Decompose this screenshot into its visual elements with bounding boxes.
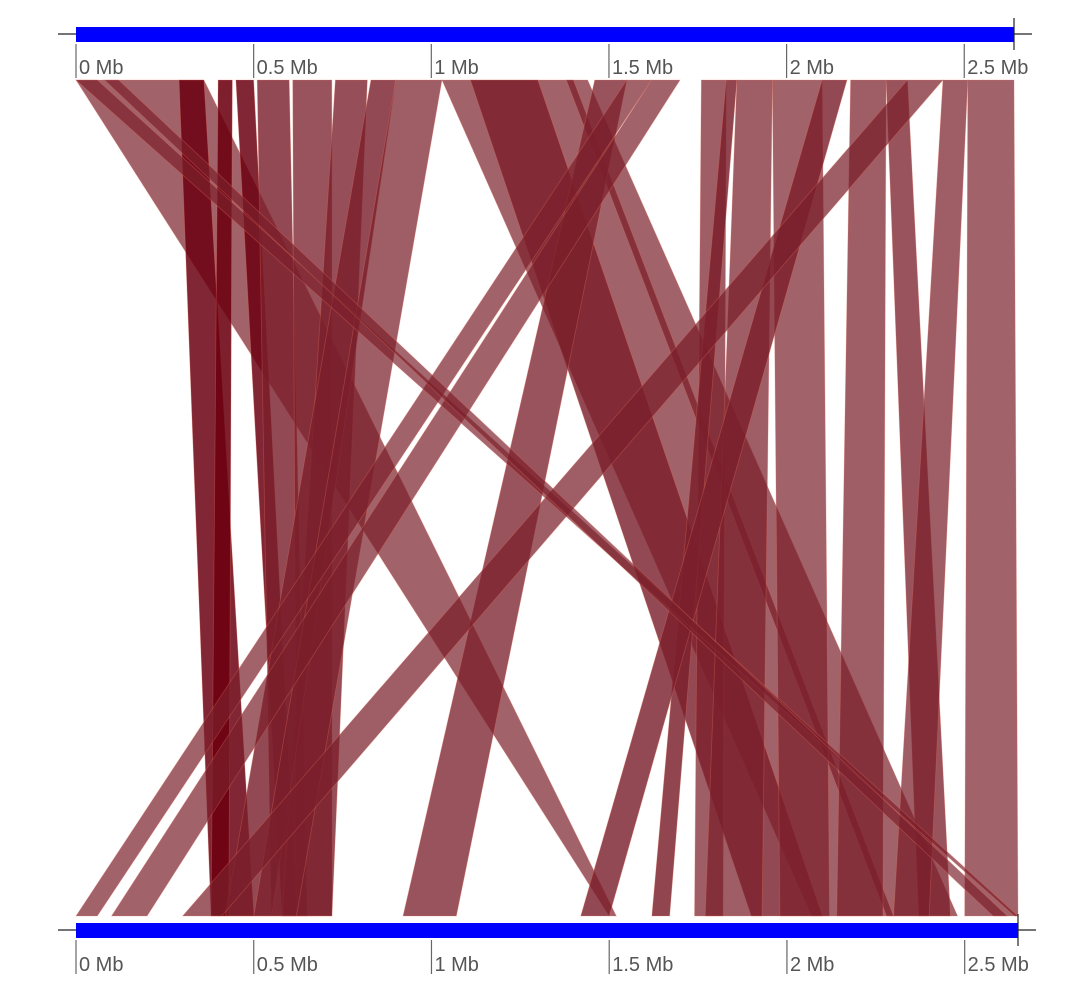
synteny-block-20	[836, 79, 887, 917]
top-ticks: 0 Mb 0.5 Mb 1 Mb 1.5 Mb 2 Mb 2.5 Mb	[75, 44, 1028, 79]
top-genome-axis: 0 Mb 0.5 Mb 1 Mb 1.5 Mb 2 Mb 2.5 Mb	[58, 18, 1032, 79]
top-genome-bar	[76, 27, 1014, 42]
top-tick-label-1: 0.5 Mb	[257, 57, 318, 79]
synteny-block-13	[75, 79, 653, 917]
bottom-tick-label-5: 2.5 Mb	[968, 954, 1029, 976]
bottom-tick-label-0: 0 Mb	[79, 954, 123, 976]
top-tick-label-2: 1 Mb	[434, 57, 478, 79]
bottom-tick-label-3: 1.5 Mb	[612, 954, 673, 976]
top-tick-label-4: 2 Mb	[790, 57, 834, 79]
bottom-genome-axis: 0 Mb 0.5 Mb 1 Mb 1.5 Mb 2 Mb 2.5 Mb	[58, 914, 1036, 976]
top-tick-label-5: 2.5 Mb	[967, 57, 1028, 79]
bottom-tick-label-2: 1 Mb	[434, 954, 478, 976]
synteny-block-26	[103, 79, 1009, 917]
synteny-ribbons	[74, 79, 1020, 917]
bottom-genome-bar	[76, 923, 1018, 938]
synteny-block-12	[402, 79, 628, 917]
bottom-ticks: 0 Mb 0.5 Mb 1 Mb 1.5 Mb 2 Mb 2.5 Mb	[75, 940, 1029, 976]
top-tick-label-3: 1.5 Mb	[612, 57, 673, 79]
top-tick-label-0: 0 Mb	[79, 57, 123, 79]
bottom-tick-label-1: 0.5 Mb	[257, 954, 318, 976]
synteny-block-14	[110, 79, 681, 917]
bottom-tick-label-4: 2 Mb	[790, 954, 834, 976]
synteny-block-23	[893, 79, 969, 917]
synteny-block-19	[580, 79, 848, 917]
synteny-block-24	[964, 79, 1019, 917]
